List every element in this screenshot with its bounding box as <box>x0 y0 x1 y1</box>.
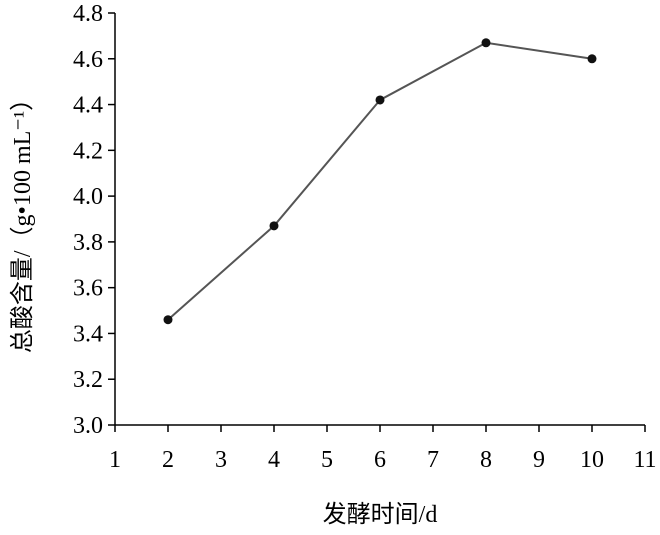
x-tick-label: 7 <box>427 447 439 473</box>
y-tick-label: 4.4 <box>73 93 103 119</box>
x-tick-label: 10 <box>580 447 604 473</box>
x-tick-label: 1 <box>109 447 121 473</box>
x-tick-label: 5 <box>321 447 333 473</box>
y-axis-label: 总酸含量/（g•100 mL⁻¹） <box>9 87 36 353</box>
data-point <box>163 315 173 325</box>
x-tick-label: 6 <box>374 447 386 473</box>
y-tick-label: 3.6 <box>73 276 103 302</box>
y-tick-label: 4.2 <box>73 138 103 164</box>
x-axis-label: 发酵时间/d <box>323 501 438 528</box>
data-point <box>481 38 491 48</box>
y-tick-label: 3.0 <box>73 413 103 439</box>
x-tick-label: 8 <box>480 447 492 473</box>
x-tick-label: 2 <box>162 447 174 473</box>
y-tick-label: 4.0 <box>73 184 103 210</box>
y-tick-label: 3.4 <box>73 321 103 347</box>
x-tick-label: 11 <box>633 447 656 473</box>
y-tick-label: 3.8 <box>73 230 103 256</box>
data-point <box>375 95 385 105</box>
data-point <box>269 221 279 231</box>
y-tick-label: 4.6 <box>73 47 103 73</box>
x-tick-label: 3 <box>215 447 227 473</box>
x-tick-label: 9 <box>533 447 545 473</box>
series-line <box>167 41 593 321</box>
x-tick-label: 4 <box>268 447 280 473</box>
y-tick-label: 3.2 <box>73 367 103 393</box>
data-point <box>587 54 597 64</box>
y-tick-label: 4.8 <box>73 1 103 27</box>
